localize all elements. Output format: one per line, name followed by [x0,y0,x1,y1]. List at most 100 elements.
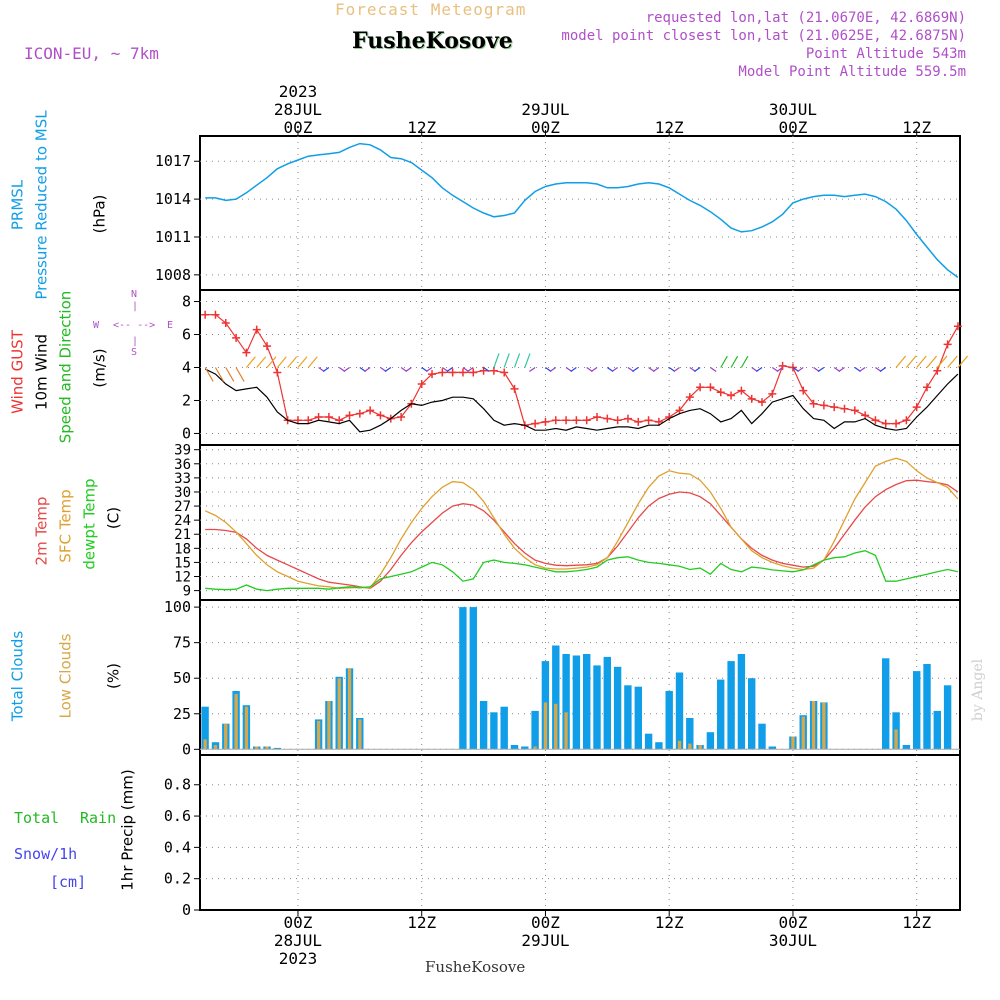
total-cloud-bar [583,654,591,750]
wind-direction-arrow [266,356,277,368]
panel-frame-4 [199,754,961,911]
total-cloud-bar [510,745,519,750]
y-tick-label: 33 [174,471,191,487]
wind-direction-arrow [797,367,804,372]
gust-marker [324,412,333,421]
wind-direction-arrow [905,355,917,368]
gust-marker [263,342,272,351]
gust-marker [737,386,746,395]
wind-direction-arrow [776,367,783,372]
total-cloud-bar [634,686,642,750]
gust-marker [778,361,787,370]
total-cloud-bar [273,747,281,750]
wind-line [204,368,959,433]
gust-marker [799,386,808,395]
low-cloud-bar [244,706,249,750]
gust-marker [933,366,942,375]
temp-sfc-line [204,457,959,589]
wind-direction-arrow [947,355,958,368]
low-cloud-bar [337,678,341,750]
total-cloud-bar [665,691,673,750]
y-tick-label: 2 [182,391,191,409]
wind-direction-arrow [322,367,330,372]
total-cloud-bar [923,664,931,750]
bottom-time-label: 12Z [655,913,684,932]
bottom-station-label: FusheKosove [425,958,526,976]
gust-marker [355,409,364,418]
low-cloud-bar [358,719,362,750]
wind-direction-arrow [235,367,245,382]
top-time-label: 2023 [279,82,318,101]
wind-direction-arrow [503,353,510,368]
total-cloud-bar [593,665,601,750]
pressure-label-1: PRMSL [8,179,27,231]
y-tick-label: 0.8 [164,776,191,794]
low-cloud-bar [543,702,548,750]
wind-direction-arrow [694,367,701,372]
wind-direction-arrow [214,367,225,382]
gust-marker [562,416,571,425]
y-tick-label: 1008 [155,266,191,284]
top-time-label: 28JUL [274,100,322,119]
gust-marker [397,412,406,421]
low-cloud-bar [533,746,537,750]
y-tick-label: 24 [174,513,191,529]
requested-coords: requested lon,lat (21.0670E, 42.6869N) [645,10,966,26]
total-cloud-bar [479,701,488,750]
low-cloud-bar [213,745,218,750]
wind-unit: (m/s) [90,348,109,388]
gust-marker [758,398,767,407]
total-cloud-bar [686,718,694,750]
bottom-time-label: 00Z [284,913,313,932]
total-cloud-bar [572,655,581,750]
y-tick-label: 0 [182,424,191,442]
gust-marker [850,406,859,415]
wind-direction-arrow [297,356,308,368]
low-cloud-bar [234,693,238,750]
gust-marker [727,391,736,400]
gust-marker [438,368,447,377]
y-tick-label: 27 [174,499,191,515]
y-tick-label: 1017 [155,152,191,170]
forecast-title: Forecast Meteogram [335,0,527,19]
precip-cm-label: [cm] [50,873,87,891]
low-cloud-bar [801,716,805,750]
wind-direction-arrow [446,367,453,372]
gust-marker [830,403,839,412]
wind-direction-arrow [493,353,500,368]
gust-marker [201,310,210,319]
wind-direction-arrow [673,367,680,372]
gust-marker [768,389,777,398]
clouds-unit: (%) [104,663,123,689]
gust-marker [675,406,684,415]
y-tick-label: 4 [182,359,191,377]
wind-direction-arrow [936,355,948,368]
total-cloud-bar [675,672,684,750]
total-clouds-label: Total Clouds [8,630,27,722]
gust-marker [293,416,302,425]
y-tick-label: 15 [174,555,191,571]
wind-direction-arrow [483,367,490,372]
low-cloud-bar [347,668,352,750]
gust-marker [417,379,426,388]
credit-watermark: by Angel [970,658,986,722]
wind-direction-arrow [838,367,845,372]
wind-direction-arrow [524,353,531,368]
total-cloud-bar [902,745,911,750]
total-cloud-bar [644,733,653,750]
wind-direction-arrow [467,367,474,372]
total-cloud-bar [459,607,467,750]
wind-direction-arrow [957,355,969,368]
low-clouds-label: Low Clouds [56,633,75,719]
y-tick-label: 0 [182,901,191,919]
wind-direction-arrow [652,367,660,372]
wind-10m-label: 10m Wind [32,333,51,411]
total-cloud-bar [717,679,725,750]
gust-marker [706,383,715,392]
gust-marker [593,412,602,421]
y-tick-label: 1014 [155,190,191,208]
pressure-label-2: Pressure Reduced to MSL [32,110,51,300]
gust-marker [912,403,921,412]
total-cloud-bar [748,678,756,750]
bottom-time-label: 30JUL [769,931,817,950]
